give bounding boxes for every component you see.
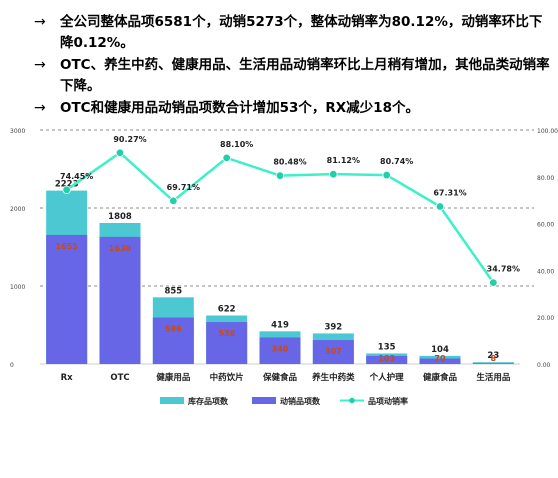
bar-sold bbox=[419, 358, 461, 364]
x-tick-label: 生活用品 bbox=[476, 372, 511, 383]
y-right-tick-label: 0.00 bbox=[537, 362, 551, 369]
total-value-label: 1808 bbox=[108, 212, 132, 222]
legend-label-rate: 品项动销率 bbox=[368, 396, 408, 406]
sold-value-label: 1655 bbox=[56, 242, 79, 251]
legend-swatch-total bbox=[160, 397, 184, 404]
y-left-tick-label: 0 bbox=[10, 362, 14, 369]
x-tick-label: 健康用品 bbox=[156, 372, 191, 383]
y-left-tick-label: 1000 bbox=[10, 284, 25, 291]
summary-note-text: OTC、养生中药、健康用品、生活用品动销率环比上月稍有增加，其他品类动销率下降。 bbox=[60, 57, 550, 94]
bar-sold bbox=[152, 317, 194, 364]
rate-value-label: 80.74% bbox=[380, 157, 413, 166]
rate-point bbox=[489, 278, 498, 287]
sold-value-label: 103 bbox=[378, 354, 395, 363]
bar-sold bbox=[312, 340, 354, 364]
bar-total-stock bbox=[472, 362, 514, 364]
x-tick-label: 健康食品 bbox=[423, 372, 458, 383]
rate-value-label: 80.48% bbox=[273, 158, 306, 167]
y-right-tick-label: 60.00 bbox=[537, 222, 554, 229]
x-tick-label: OTC bbox=[110, 373, 129, 383]
y-right-tick-label: 80.00 bbox=[537, 175, 554, 182]
rate-point bbox=[329, 169, 338, 179]
x-tick-label: 保健食品 bbox=[262, 372, 298, 383]
legend-swatch-sold bbox=[252, 397, 276, 404]
rate-point bbox=[222, 153, 231, 163]
combo-chart: 0 1000 2000 3000 0.00 20.00 40.00 60.00 80.00 100… bbox=[10, 128, 558, 406]
x-tick-label: 个人护理 bbox=[369, 372, 405, 383]
total-value-label: 2223 bbox=[55, 180, 79, 190]
rate-value-label: 88.10% bbox=[220, 140, 253, 149]
bar-sold bbox=[366, 355, 408, 364]
rate-point bbox=[169, 196, 178, 206]
sold-value-label: 1630 bbox=[109, 244, 132, 253]
bar-sold bbox=[259, 337, 301, 364]
y-right-tick-label: 100.00 bbox=[537, 128, 558, 135]
summary-notes: → 全公司整体品项6581个，动销5273个，整体动销率为80.12%，动销率环… bbox=[34, 12, 554, 120]
total-value-label: 23 bbox=[487, 351, 499, 361]
rate-value-label: 90.27% bbox=[113, 135, 146, 144]
bar-sold bbox=[99, 236, 141, 364]
rate-point bbox=[115, 148, 125, 157]
rate-value-label: 74.45% bbox=[60, 172, 93, 181]
x-tick-label: 养生中药类 bbox=[311, 372, 355, 383]
arrow-right-icon: → bbox=[34, 100, 46, 116]
total-value-label: 135 bbox=[378, 342, 396, 352]
total-value-label: 855 bbox=[164, 286, 182, 296]
y-right-tick-label: 40.00 bbox=[537, 268, 554, 275]
total-value-label: 622 bbox=[218, 304, 236, 314]
rate-value-label: 69.71% bbox=[167, 183, 200, 192]
total-value-label: 419 bbox=[271, 320, 289, 330]
rate-value-label: 81.12% bbox=[327, 156, 360, 165]
sold-value-label: 8 bbox=[491, 354, 497, 363]
bar-sold bbox=[472, 363, 514, 364]
bar-sold bbox=[46, 234, 88, 364]
rate-point bbox=[435, 202, 445, 211]
summary-note-text: 全公司整体品项6581个，动销5273个，整体动销率为80.12%，动销率环比下… bbox=[60, 14, 543, 51]
summary-note: → OTC、养生中药、健康用品、生活用品动销率环比上月稍有增加，其他品类动销率下… bbox=[34, 55, 554, 97]
rate-point bbox=[62, 185, 71, 194]
total-value-label: 104 bbox=[431, 345, 449, 355]
sold-value-label: 596 bbox=[165, 325, 182, 334]
x-tick-label: 中药饮片 bbox=[210, 372, 244, 383]
summary-note: → 全公司整体品项6581个，动销5273个，整体动销率为80.12%，动销率环… bbox=[34, 12, 554, 54]
sold-value-label: 70 bbox=[434, 354, 446, 363]
arrow-right-icon: → bbox=[34, 14, 46, 30]
y-left-tick-label: 2000 bbox=[10, 206, 25, 213]
rate-value-label: 67.31% bbox=[433, 188, 466, 197]
y-right-tick-label: 20.00 bbox=[537, 315, 554, 322]
rate-point bbox=[275, 171, 285, 180]
arrow-right-icon: → bbox=[34, 57, 46, 73]
sold-value-label: 340 bbox=[272, 344, 289, 353]
summary-note: → OTC和健康用品动销品项数合计增加53个，RX减少18个。 bbox=[34, 98, 554, 119]
total-value-label: 392 bbox=[324, 322, 342, 332]
summary-note-text: OTC和健康用品动销品项数合计增加53个，RX减少18个。 bbox=[60, 100, 419, 116]
legend-label-total: 库存品项数 bbox=[188, 396, 229, 406]
legend-label-sold: 动销品项数 bbox=[280, 396, 321, 406]
bar-sold bbox=[206, 322, 248, 364]
y-left-tick-label: 3000 bbox=[10, 128, 25, 135]
x-tick-label: Rx bbox=[61, 373, 74, 383]
rate-point bbox=[382, 170, 391, 180]
sold-value-label: 538 bbox=[218, 329, 235, 338]
legend-swatch-rate-point bbox=[349, 397, 355, 404]
sold-value-label: 307 bbox=[325, 347, 342, 356]
rate-value-label: 34.78% bbox=[487, 265, 520, 274]
